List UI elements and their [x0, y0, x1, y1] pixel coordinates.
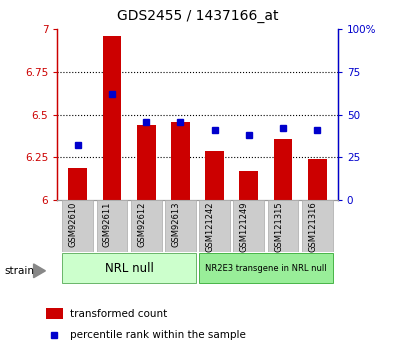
- Text: NR2E3 transgene in NRL null: NR2E3 transgene in NRL null: [205, 264, 327, 273]
- Bar: [137, 125, 156, 200]
- Bar: [46, 308, 63, 319]
- Text: GSM121316: GSM121316: [308, 201, 317, 253]
- FancyBboxPatch shape: [97, 199, 128, 253]
- FancyBboxPatch shape: [131, 199, 162, 253]
- FancyBboxPatch shape: [62, 253, 196, 283]
- Bar: [308, 159, 327, 200]
- Bar: [68, 168, 87, 200]
- FancyBboxPatch shape: [199, 199, 230, 253]
- Text: GSM121315: GSM121315: [274, 201, 283, 252]
- Text: GSM92610: GSM92610: [69, 201, 78, 247]
- Polygon shape: [34, 264, 45, 278]
- Bar: [205, 150, 224, 200]
- FancyBboxPatch shape: [199, 253, 333, 283]
- Bar: [171, 121, 190, 200]
- FancyBboxPatch shape: [268, 199, 298, 253]
- Bar: [103, 36, 121, 200]
- Bar: [239, 171, 258, 200]
- Text: strain: strain: [4, 266, 34, 276]
- Text: GSM121249: GSM121249: [240, 201, 249, 252]
- Text: GDS2455 / 1437166_at: GDS2455 / 1437166_at: [117, 9, 278, 23]
- Text: GSM92613: GSM92613: [171, 201, 181, 247]
- Text: percentile rank within the sample: percentile rank within the sample: [70, 331, 246, 340]
- FancyBboxPatch shape: [62, 199, 93, 253]
- Bar: [274, 139, 292, 200]
- Text: GSM92611: GSM92611: [103, 201, 112, 247]
- Text: GSM121242: GSM121242: [206, 201, 214, 252]
- Text: transformed count: transformed count: [70, 308, 167, 318]
- FancyBboxPatch shape: [165, 199, 196, 253]
- FancyBboxPatch shape: [302, 199, 333, 253]
- FancyBboxPatch shape: [233, 199, 264, 253]
- Text: GSM92612: GSM92612: [137, 201, 146, 247]
- Text: NRL null: NRL null: [105, 262, 154, 275]
